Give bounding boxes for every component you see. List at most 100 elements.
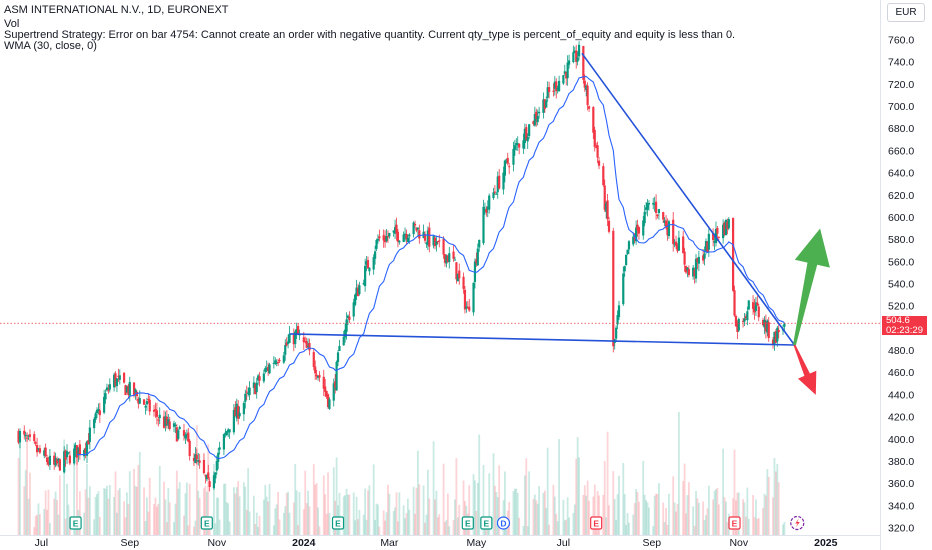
candle-body[interactable] xyxy=(466,307,469,309)
candle-body[interactable] xyxy=(237,405,240,419)
candle-body[interactable] xyxy=(328,399,331,409)
candle-body[interactable] xyxy=(342,336,345,346)
candle-body[interactable] xyxy=(722,224,725,239)
candle-body[interactable] xyxy=(415,227,418,231)
candle-body[interactable] xyxy=(127,385,130,395)
candle-body[interactable] xyxy=(218,447,221,450)
candle-body[interactable] xyxy=(393,227,397,234)
candle-body[interactable] xyxy=(225,431,228,436)
candle-body[interactable] xyxy=(402,234,405,242)
candle-body[interactable] xyxy=(248,387,251,396)
candle-body[interactable] xyxy=(358,285,361,295)
candle-body[interactable] xyxy=(687,269,690,276)
candle-body[interactable] xyxy=(456,273,459,282)
candle-body[interactable] xyxy=(552,90,555,92)
candle-body[interactable] xyxy=(556,88,559,90)
candle-body[interactable] xyxy=(426,230,429,246)
candle-body[interactable] xyxy=(743,318,746,322)
earnings-marker[interactable]: E xyxy=(461,516,474,530)
candle-body[interactable] xyxy=(68,455,71,464)
candle-body[interactable] xyxy=(224,432,227,435)
candle-body[interactable] xyxy=(508,166,511,168)
trendline-upper[interactable] xyxy=(581,52,796,346)
candle-body[interactable] xyxy=(278,360,281,362)
earnings-marker[interactable]: E xyxy=(69,516,82,530)
candle-body[interactable] xyxy=(277,361,280,363)
candle-body[interactable] xyxy=(435,241,438,246)
candle-body[interactable] xyxy=(302,337,305,343)
candle-body[interactable] xyxy=(386,236,390,238)
candle-body[interactable] xyxy=(642,220,645,236)
candle-body[interactable] xyxy=(706,241,709,253)
candle-body[interactable] xyxy=(202,459,206,474)
candle-body[interactable] xyxy=(78,444,81,455)
candle-body[interactable] xyxy=(258,376,261,381)
candle-body[interactable] xyxy=(495,193,498,195)
candle-body[interactable] xyxy=(673,243,676,245)
candle-body[interactable] xyxy=(432,236,435,246)
candle-body[interactable] xyxy=(557,80,561,92)
candle-body[interactable] xyxy=(214,472,217,479)
candle-body[interactable] xyxy=(566,62,569,79)
candle-body[interactable] xyxy=(465,306,468,309)
candle-body[interactable] xyxy=(453,259,457,261)
candle-body[interactable] xyxy=(724,219,728,236)
candle-body[interactable] xyxy=(388,232,391,237)
candle-body[interactable] xyxy=(577,44,581,57)
candle-body[interactable] xyxy=(536,115,539,123)
candle-body[interactable] xyxy=(308,343,311,351)
candle-body[interactable] xyxy=(28,434,32,437)
candle-body[interactable] xyxy=(676,245,679,252)
candle-body[interactable] xyxy=(626,249,629,255)
candle-body[interactable] xyxy=(653,203,656,205)
candle-body[interactable] xyxy=(113,374,116,388)
candle-body[interactable] xyxy=(227,429,230,433)
candle-body[interactable] xyxy=(204,475,207,477)
candle-body[interactable] xyxy=(366,260,370,269)
candle-body[interactable] xyxy=(602,166,605,186)
candle-body[interactable] xyxy=(155,410,158,417)
candle-body[interactable] xyxy=(513,145,516,151)
candle-body[interactable] xyxy=(703,253,706,259)
candle-body[interactable] xyxy=(423,233,427,241)
candle-body[interactable] xyxy=(657,209,661,214)
candle-body[interactable] xyxy=(242,403,245,415)
candle-body[interactable] xyxy=(637,227,641,234)
candle-body[interactable] xyxy=(305,341,308,348)
candle-body[interactable] xyxy=(475,259,478,264)
candle-body[interactable] xyxy=(493,191,497,193)
candle-body[interactable] xyxy=(767,322,770,339)
candle-body[interactable] xyxy=(647,202,651,205)
candle-body[interactable] xyxy=(378,236,381,239)
candle-body[interactable] xyxy=(726,221,729,229)
candle-body[interactable] xyxy=(443,254,447,263)
candle-body[interactable] xyxy=(723,222,726,235)
candle-body[interactable] xyxy=(93,419,96,429)
candle-body[interactable] xyxy=(646,202,649,210)
candle-body[interactable] xyxy=(704,241,708,252)
candle-body[interactable] xyxy=(756,302,759,306)
candle-body[interactable] xyxy=(175,427,178,442)
candle-body[interactable] xyxy=(73,448,76,464)
candle-body[interactable] xyxy=(413,223,417,226)
candle-body[interactable] xyxy=(483,209,487,211)
earnings-marker[interactable]: E xyxy=(728,516,741,530)
candle-body[interactable] xyxy=(55,459,59,464)
candle-body[interactable] xyxy=(47,461,50,465)
candle-body[interactable] xyxy=(736,324,739,332)
candle-body[interactable] xyxy=(764,321,767,332)
earnings-marker[interactable]: E xyxy=(200,516,213,530)
candle-body[interactable] xyxy=(105,387,109,391)
candle-body[interactable] xyxy=(187,432,190,442)
candle-body[interactable] xyxy=(562,75,565,84)
candle-body[interactable] xyxy=(74,445,77,451)
candle-body[interactable] xyxy=(318,375,321,378)
candle-body[interactable] xyxy=(395,224,398,234)
candle-body[interactable] xyxy=(632,236,635,245)
candle-body[interactable] xyxy=(306,345,310,347)
candle-body[interactable] xyxy=(425,242,428,244)
candle-body[interactable] xyxy=(207,472,210,479)
candle-body[interactable] xyxy=(733,290,736,316)
candle-body[interactable] xyxy=(97,409,100,412)
candle-body[interactable] xyxy=(458,270,461,279)
